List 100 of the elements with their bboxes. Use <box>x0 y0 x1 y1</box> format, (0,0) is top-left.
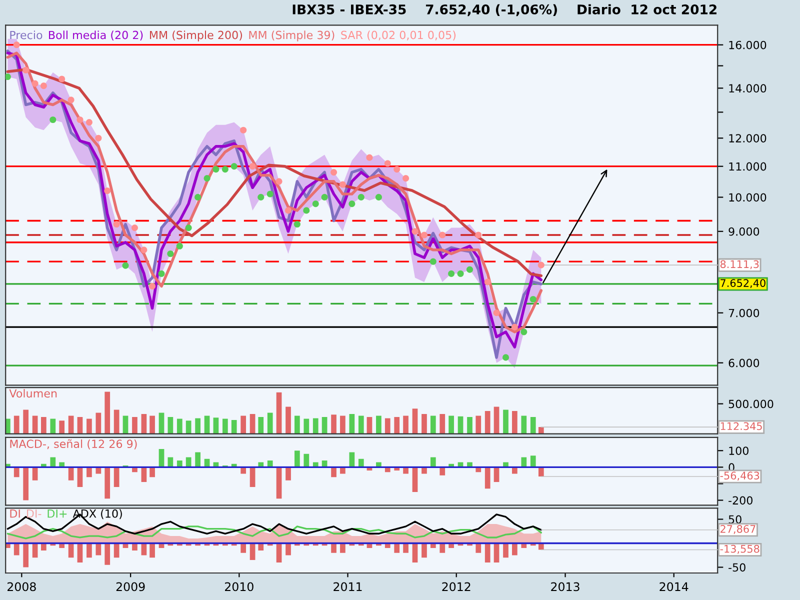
annotation: 112.345 <box>720 422 762 430</box>
bar <box>349 414 355 434</box>
bar <box>467 417 472 434</box>
y-tick-label: 6.000 <box>728 358 760 368</box>
bar <box>467 462 472 468</box>
line-series <box>6 526 542 540</box>
bar <box>176 418 182 434</box>
bar <box>530 456 536 468</box>
bar <box>286 467 291 480</box>
annotation: 8.111,3 <box>720 260 759 270</box>
series-label: DI+ <box>48 510 67 518</box>
bar <box>358 416 364 434</box>
bar <box>186 457 192 468</box>
bar <box>376 416 382 434</box>
bar <box>195 452 200 468</box>
bar <box>384 418 390 434</box>
annotation: -56,463 <box>720 472 760 481</box>
bar <box>14 467 20 478</box>
bar <box>23 467 29 500</box>
bar <box>494 406 500 434</box>
x-tick-label: 2009 <box>116 582 145 592</box>
x-tick-label: 2013 <box>551 582 580 592</box>
bar <box>286 406 291 434</box>
line-series <box>6 68 543 278</box>
bar <box>176 460 182 468</box>
bar <box>440 414 446 434</box>
y-tick-label: 12.000 <box>729 134 766 142</box>
bar <box>50 457 56 468</box>
bar <box>422 414 427 434</box>
y-tick-label: 16.000 <box>729 40 766 50</box>
bar <box>394 417 400 434</box>
bar <box>186 420 192 434</box>
y-tick-label: 11.000 <box>729 162 766 171</box>
text: DI <box>10 510 20 518</box>
bar <box>59 420 65 434</box>
bar <box>104 392 110 434</box>
bar <box>430 416 436 434</box>
bar <box>141 414 147 434</box>
bar <box>312 418 318 434</box>
bar <box>150 416 155 434</box>
bar <box>304 454 310 468</box>
bar <box>231 420 237 434</box>
bar <box>503 462 508 468</box>
bar <box>530 417 536 434</box>
bar <box>276 467 282 499</box>
y-tick-label: 100 <box>729 446 748 456</box>
bar <box>304 418 310 434</box>
bar <box>41 417 46 434</box>
chart-title: Volumen <box>9 388 57 398</box>
text: SAR (0,02 0,01 0,05) <box>341 30 456 41</box>
x-tick-label: 2011 <box>334 582 362 592</box>
bar <box>59 462 65 468</box>
bar <box>476 416 482 434</box>
bar <box>195 418 200 434</box>
annotation: 27,867 <box>720 525 756 534</box>
bar <box>294 450 300 468</box>
series-label: DI- <box>27 510 42 518</box>
bar <box>331 414 336 434</box>
bar <box>23 410 29 434</box>
bar <box>312 462 318 468</box>
bar <box>267 460 273 468</box>
bar <box>14 416 20 434</box>
bar <box>412 467 418 492</box>
bar <box>86 418 92 434</box>
y-tick-label: 9.000 <box>728 227 760 236</box>
bar <box>484 411 490 434</box>
bar <box>276 392 282 434</box>
bar <box>521 457 527 468</box>
bar <box>430 457 436 468</box>
bar <box>267 412 273 434</box>
bar <box>331 467 336 478</box>
bar <box>512 411 518 434</box>
text: Boll media (20 2) <box>49 30 143 41</box>
bar <box>294 416 300 434</box>
bar <box>448 416 454 434</box>
y-tick-label: 500.000 <box>728 400 774 408</box>
bar <box>503 410 508 434</box>
bar <box>258 462 264 468</box>
series-label: Precio <box>10 30 42 40</box>
bar <box>376 462 382 468</box>
y-tick-label: 50 <box>728 515 742 524</box>
y-tick-label: -50 <box>728 563 746 572</box>
x-tick-label: 2010 <box>225 582 254 592</box>
bar <box>412 408 418 434</box>
bar <box>132 417 138 434</box>
text: MM (Simple 39) <box>249 30 334 42</box>
bar <box>158 448 164 468</box>
bar <box>114 467 120 488</box>
bar <box>240 416 246 434</box>
y-tick-label: 14.000 <box>729 84 766 93</box>
x-tick-label: 2008 <box>8 582 36 592</box>
y-tick-label: 7.000 <box>728 308 760 318</box>
bar <box>403 416 408 434</box>
chart-title: IBX35 - IBEX-35 7.652,40 (-1,06%) Diario 12 oct 2012 <box>292 4 716 16</box>
y-tick-label: 10.000 <box>729 193 766 202</box>
annotation: -13,558 <box>720 544 760 554</box>
bar <box>250 414 256 434</box>
bar <box>484 467 490 489</box>
bar <box>521 416 527 434</box>
bar <box>104 467 110 499</box>
